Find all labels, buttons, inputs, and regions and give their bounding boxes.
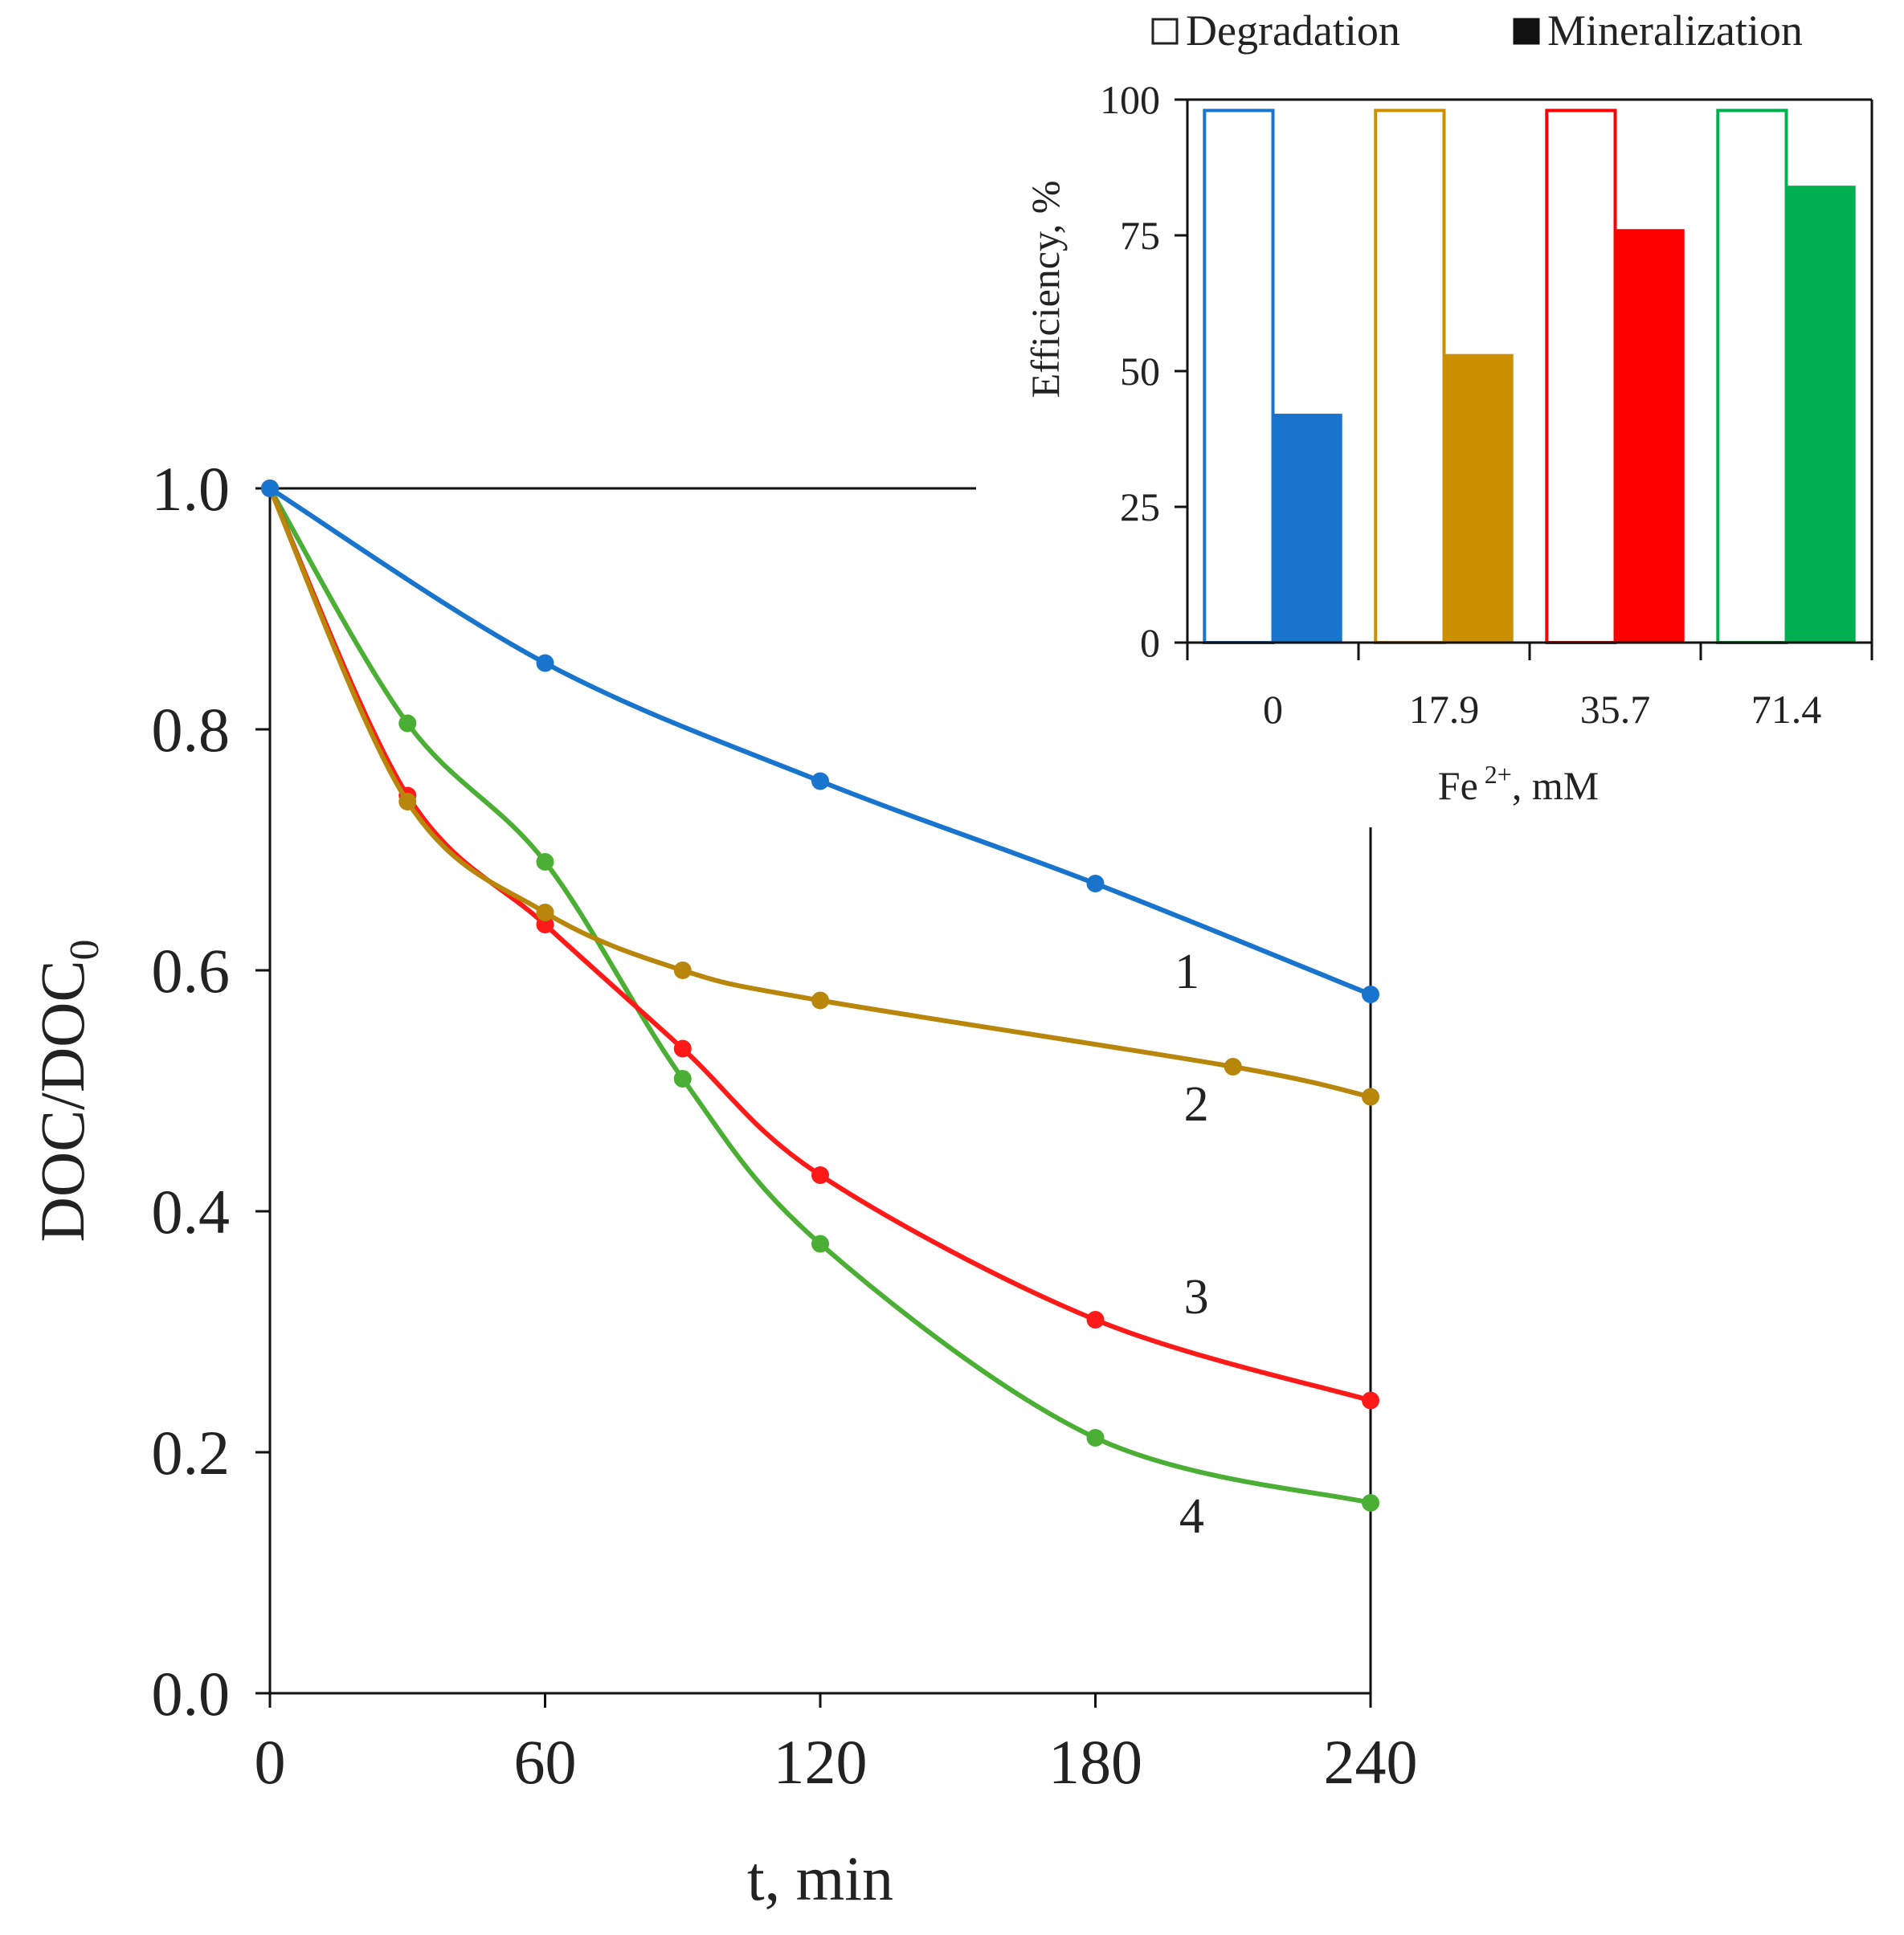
- series-2-point: [1224, 1058, 1242, 1076]
- series-1-point: [811, 772, 829, 790]
- main-x-tick-label: 60: [514, 1727, 577, 1797]
- main-y-tick-label: 0.4: [152, 1177, 231, 1247]
- series-2-point: [1362, 1088, 1379, 1106]
- series-3-point: [811, 1166, 829, 1184]
- curve-label-4: 4: [1179, 1489, 1204, 1544]
- curve-label-2: 2: [1184, 1077, 1209, 1132]
- series-2-point: [673, 961, 692, 979]
- inset-y-tick-label: 75: [1120, 213, 1160, 258]
- series-3-point: [1362, 1391, 1379, 1410]
- main-x-axis-title: t, min: [747, 1843, 893, 1913]
- bar-degradation: [1545, 108, 1617, 644]
- legend-swatch-degradation: [1151, 18, 1179, 45]
- inset-x-axis-title-text: Fe: [1438, 763, 1478, 808]
- bar-degradation: [1374, 108, 1446, 644]
- main-curve-labels: 4 3 2 1: [1175, 945, 1208, 1544]
- inset-y-tick-label: 25: [1120, 484, 1160, 529]
- curve-label-3: 3: [1184, 1270, 1209, 1325]
- bar-mineralization: [1272, 414, 1342, 644]
- series-2-point: [398, 793, 417, 810]
- main-y-tick-label: 1.0: [152, 454, 231, 524]
- series-1-point: [261, 480, 279, 497]
- main-y-tick-label: 0.2: [152, 1418, 231, 1488]
- main-y-axis-title: DOC/DOC0: [27, 939, 108, 1242]
- legend-swatch-mineralization: [1513, 18, 1540, 45]
- series-3-point: [673, 1039, 692, 1058]
- main-x-tick-label: 0: [255, 1727, 286, 1797]
- inset-x-tick-label: 17.9: [1409, 687, 1480, 732]
- main-x-tick-label: 240: [1324, 1727, 1418, 1797]
- main-y-axis-title-subscript: 0: [62, 939, 108, 960]
- main-x-tick-label: 120: [774, 1727, 868, 1797]
- series-1-point: [536, 654, 554, 672]
- series-2-point: [536, 904, 554, 921]
- series-2-point: [811, 991, 829, 1010]
- bar-group-0: [1203, 108, 1342, 644]
- series-3-point: [1086, 1311, 1105, 1329]
- main-y-tick-label: 0.8: [152, 695, 231, 765]
- curve-label-1: 1: [1175, 945, 1199, 999]
- series-1: [261, 480, 1379, 1003]
- inset-legend: Degradation Mineralization: [1151, 6, 1803, 55]
- bar-degradation: [1203, 108, 1275, 644]
- inset-x-tick-label: 0: [1263, 687, 1283, 732]
- inset-y-tick-label: 100: [1100, 77, 1160, 122]
- bar-mineralization: [1443, 353, 1514, 643]
- bar-group-35.7: [1545, 108, 1685, 644]
- inset-x-tick-label: 71.4: [1751, 687, 1822, 732]
- inset-y-axis-title: Efficiency, %: [1023, 181, 1068, 398]
- inset-x-axis-title-superscript: 2+: [1485, 760, 1512, 789]
- main-x-tick-label: 180: [1048, 1727, 1142, 1797]
- bar-degradation: [1716, 108, 1788, 644]
- series-4-point: [673, 1070, 692, 1088]
- bar-group-71.4: [1716, 108, 1856, 644]
- inset-ticks: 0 25 50 75 100 0 17.9 35.7 71.4: [1100, 77, 1873, 732]
- inset-x-tick-label: 35.7: [1580, 687, 1651, 732]
- series-1-point: [1362, 986, 1379, 1003]
- series-1-point: [1086, 875, 1105, 892]
- series-4-point: [1086, 1429, 1105, 1447]
- main-y-tick-label: 0.6: [152, 936, 231, 1006]
- series-4-point: [536, 853, 554, 871]
- legend-label-mineralization: Mineralization: [1547, 6, 1803, 55]
- legend-label-degradation: Degradation: [1186, 6, 1400, 55]
- main-series: [261, 480, 1379, 1512]
- inset-y-tick-label: 0: [1140, 620, 1160, 665]
- main-y-tick-label: 0.0: [152, 1659, 231, 1729]
- series-4-point: [1362, 1494, 1379, 1512]
- bar-mineralization: [1785, 186, 1856, 644]
- main-line-chart: 0 60 120 180 240 0.0 0.2 0.4 0.6 0.8 1.0 4 3 2 1 t, m…: [27, 454, 1418, 1913]
- main-y-axis-title-text: DOC/DOC: [27, 960, 97, 1242]
- bar-group-17.9: [1374, 108, 1514, 644]
- series-4-point: [398, 714, 417, 733]
- inset-bar-chart: 0 25 50 75 100 0 17.9 35.7 71.4 Efficiency, % Fe…: [1023, 6, 1873, 808]
- inset-x-axis-title: Fe 2+, mM: [1438, 760, 1599, 808]
- series-4-point: [811, 1235, 829, 1253]
- inset-y-tick-label: 50: [1120, 349, 1160, 394]
- bar-mineralization: [1614, 229, 1685, 643]
- inset-bars: [1203, 108, 1856, 644]
- inset-x-axis-title-suffix: , mM: [1512, 763, 1599, 808]
